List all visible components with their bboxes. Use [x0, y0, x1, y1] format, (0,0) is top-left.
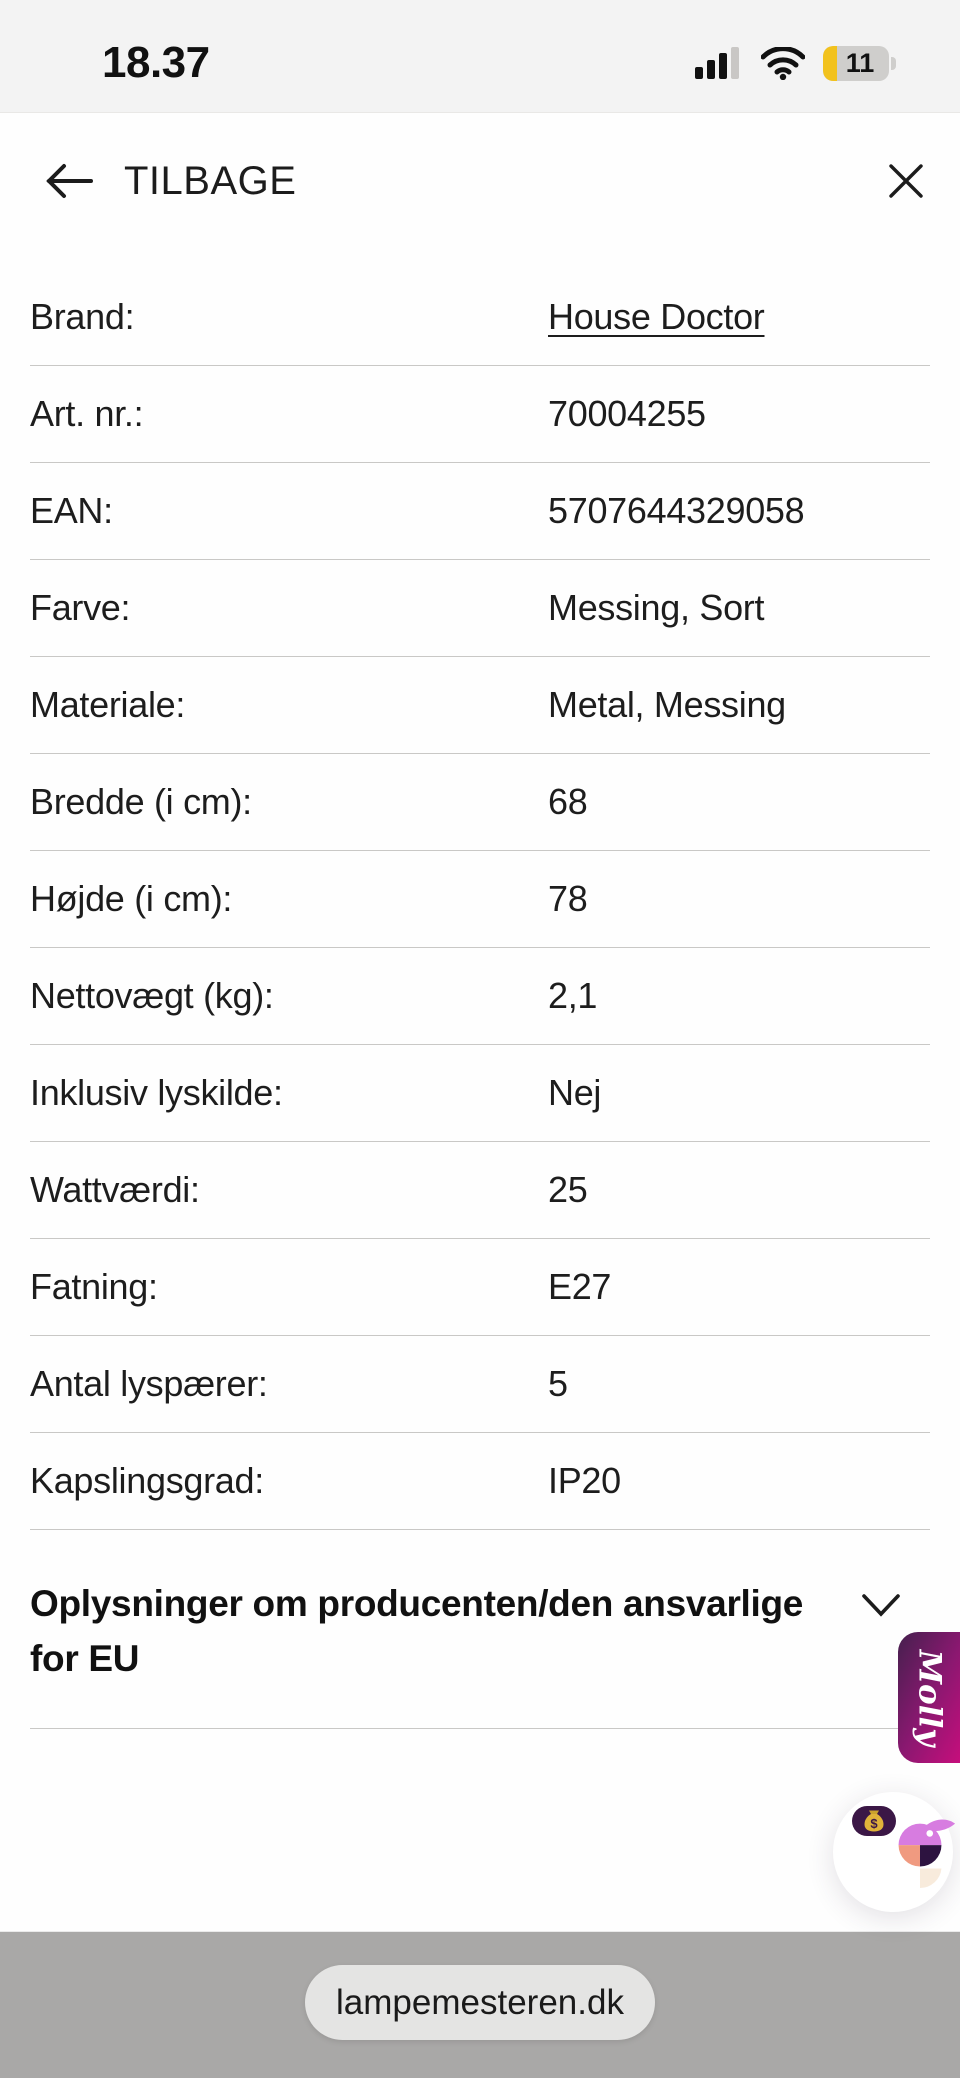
spec-label: Brand: — [30, 296, 135, 337]
battery-icon: 11 — [823, 45, 896, 81]
spec-value: 70004255 — [548, 393, 706, 434]
spec-label: EAN: — [30, 490, 113, 531]
spec-label: Antal lyspærer: — [30, 1363, 268, 1404]
spec-label: Art. nr.: — [30, 393, 144, 434]
spec-label: Nettovægt (kg): — [30, 975, 274, 1016]
spec-row: Fatning: E27 — [30, 1239, 930, 1336]
back-button-label: TILBAGE — [124, 158, 297, 203]
spec-row: Kapslingsgrad: IP20 — [30, 1433, 930, 1530]
spec-label: Farve: — [30, 587, 131, 628]
spec-label: Fatning: — [30, 1266, 158, 1307]
nav-header: TILBAGE — [0, 113, 960, 249]
spec-label: Bredde (i cm): — [30, 781, 252, 822]
close-icon — [888, 163, 924, 199]
spec-row: Farve: Messing, Sort — [30, 560, 930, 657]
spec-row: Inklusiv lyskilde: Nej — [30, 1045, 930, 1142]
spec-value: 78 — [548, 878, 588, 919]
spec-value: Nej — [548, 1072, 602, 1113]
spec-value: 25 — [548, 1169, 588, 1210]
cellular-signal-icon — [695, 47, 743, 79]
eu-producer-accordion[interactable]: Oplysninger om producenten/den ansvarlig… — [30, 1530, 930, 1729]
chat-launcher-button[interactable]: $ — [833, 1792, 956, 1912]
molly-chat-tab[interactable]: Molly — [898, 1632, 960, 1763]
safari-bottom-bar: lampemesteren.dk — [0, 1932, 960, 2078]
url-bar[interactable]: lampemesteren.dk — [305, 1965, 655, 2040]
money-bag-icon: $ — [862, 1809, 886, 1833]
clock: 18.37 — [102, 38, 210, 87]
status-bar: 18.37 11 — [0, 0, 960, 113]
chevron-down-icon — [860, 1592, 902, 1620]
url-text: lampemesteren.dk — [336, 1982, 624, 2022]
spec-row: Højde (i cm): 78 — [30, 851, 930, 948]
brand-link[interactable]: House Doctor — [548, 296, 765, 337]
battery-fill — [823, 45, 837, 81]
back-button[interactable]: TILBAGE — [44, 159, 296, 204]
spec-label: Kapslingsgrad: — [30, 1460, 264, 1501]
spec-row: Materiale: Metal, Messing — [30, 657, 930, 754]
battery-percent: 11 — [845, 47, 875, 78]
spec-value: IP20 — [548, 1460, 621, 1501]
status-icons: 11 — [695, 45, 896, 81]
spec-value: 68 — [548, 781, 588, 822]
spec-row: Nettovægt (kg): 2,1 — [30, 948, 930, 1045]
spec-row: Brand: House Doctor — [30, 269, 930, 366]
hummingbird-icon — [881, 1810, 959, 1888]
spec-row: EAN: 5707644329058 — [30, 463, 930, 560]
spec-value: 5707644329058 — [548, 490, 805, 531]
spec-value: 5 — [548, 1363, 568, 1404]
spec-label: Inklusiv lyskilde: — [30, 1072, 283, 1113]
eu-producer-title: Oplysninger om producenten/den ansvarlig… — [30, 1583, 804, 1679]
back-arrow-icon — [44, 162, 94, 200]
spec-row: Antal lyspærer: 5 — [30, 1336, 930, 1433]
spec-row: Art. nr.: 70004255 — [30, 366, 930, 463]
spec-value: Metal, Messing — [548, 684, 786, 725]
close-button[interactable] — [884, 159, 928, 203]
battery-cap — [891, 56, 896, 70]
svg-text:$: $ — [870, 1816, 878, 1831]
wifi-icon — [761, 46, 805, 80]
spec-row: Wattværdi: 25 — [30, 1142, 930, 1239]
molly-tab-label: Molly — [911, 1649, 947, 1746]
spec-value: Messing, Sort — [548, 587, 765, 628]
spec-value: 2,1 — [548, 975, 598, 1016]
spec-label: Højde (i cm): — [30, 878, 233, 919]
chat-message-bubble: $ — [852, 1806, 896, 1836]
spec-table: Brand: House Doctor Art. nr.: 70004255 E… — [30, 269, 930, 1530]
spec-label: Wattværdi: — [30, 1169, 200, 1210]
spec-value: E27 — [548, 1266, 612, 1307]
spec-label: Materiale: — [30, 684, 186, 725]
spec-row: Bredde (i cm): 68 — [30, 754, 930, 851]
